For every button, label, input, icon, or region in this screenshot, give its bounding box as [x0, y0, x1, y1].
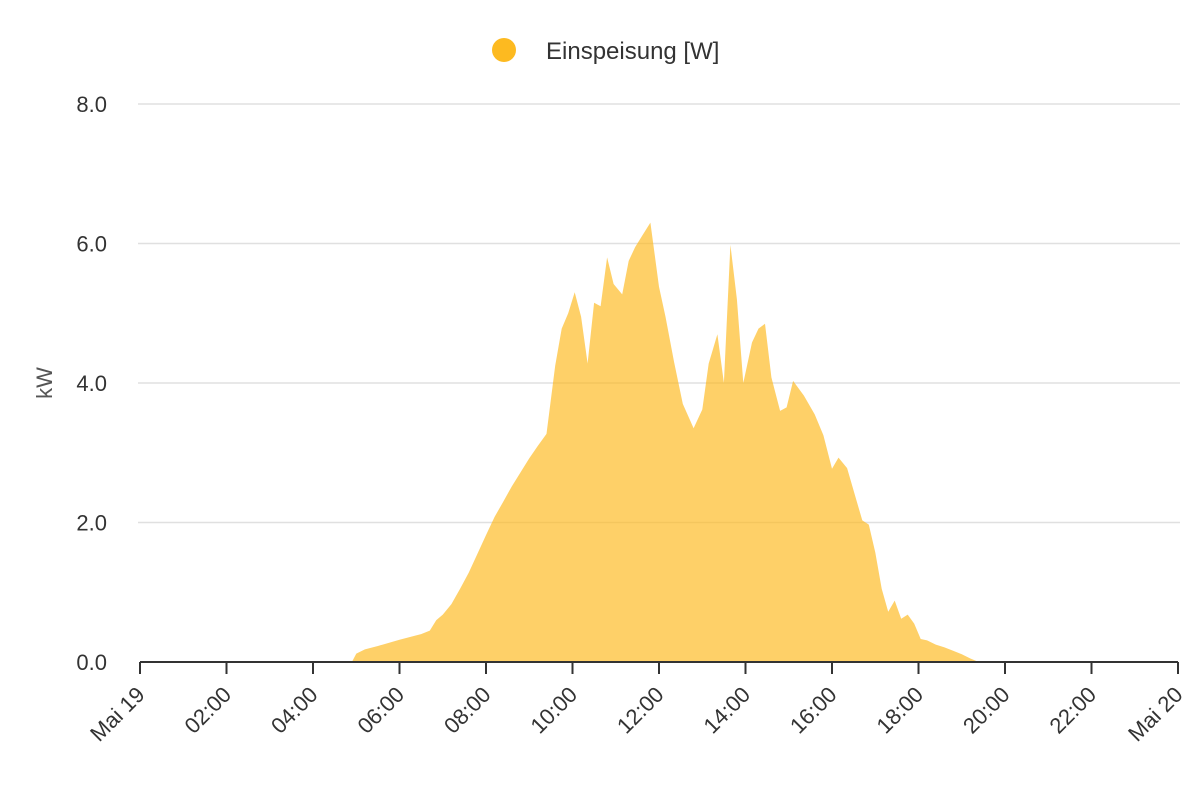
x-tick-label: 12:00 [612, 682, 669, 739]
plot-area [351, 222, 982, 662]
legend-label: Einspeisung [W] [546, 38, 719, 65]
x-tick-labels: Mai 19 02:00 04:00 06:00 08:00 10:00 12:00 14:0… [85, 682, 1187, 746]
x-tick-label: 20:00 [958, 682, 1015, 739]
x-tick-label: Mai 19 [85, 682, 149, 746]
y-tick-label: 8.0 [76, 92, 107, 117]
x-tick-label: 08:00 [439, 682, 496, 739]
y-axis-label: kW [32, 367, 57, 399]
x-tick-label: 14:00 [698, 682, 755, 739]
y-tick-label: 4.0 [76, 371, 107, 396]
legend-marker-icon [492, 38, 516, 62]
x-tick-label: 02:00 [179, 682, 236, 739]
y-tick-label: 0.0 [76, 650, 107, 675]
area-series [351, 222, 982, 662]
legend[interactable]: Einspeisung [W] [492, 38, 719, 65]
x-axis [139, 661, 1179, 674]
x-tick-label: 10:00 [525, 682, 582, 739]
x-tick-label: 06:00 [352, 682, 409, 739]
x-tick-label: 22:00 [1044, 682, 1101, 739]
x-tick-label: 18:00 [871, 682, 928, 739]
x-tick-label: Mai 20 [1123, 682, 1187, 746]
x-tick-label: 16:00 [785, 682, 842, 739]
x-tick-label: 04:00 [266, 682, 323, 739]
y-tick-label: 2.0 [76, 511, 107, 536]
y-axis: 0.0 2.0 4.0 6.0 8.0 [76, 92, 107, 675]
y-tick-label: 6.0 [76, 232, 107, 257]
